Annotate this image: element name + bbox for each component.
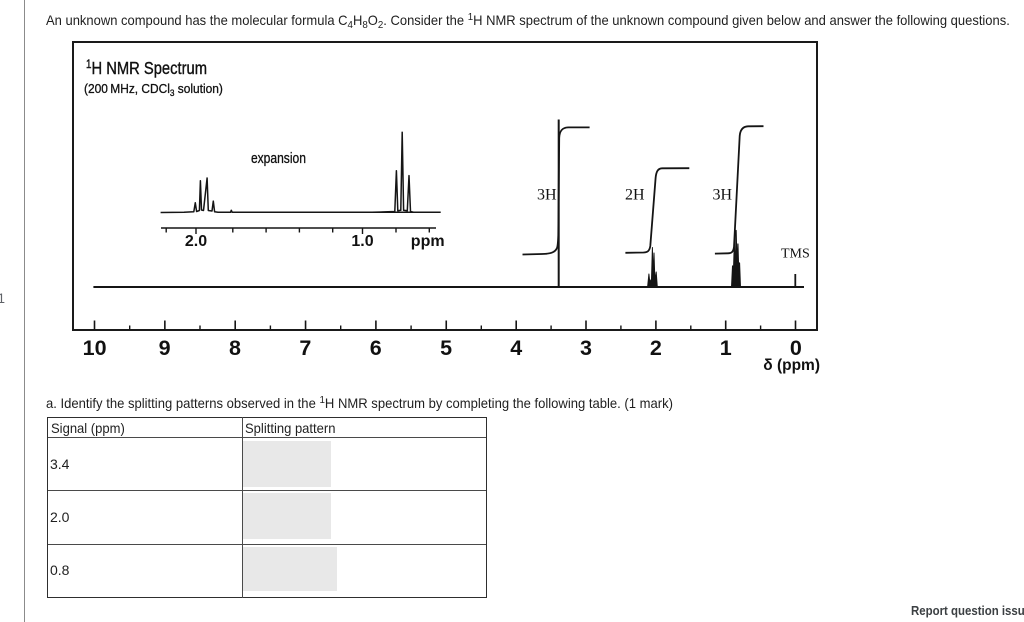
svg-text:ppm: ppm <box>411 233 445 250</box>
svg-text:(200 MHz, CDCl3 solution): (200 MHz, CDCl3 solution) <box>84 82 223 99</box>
svg-text:TMS: TMS <box>781 247 810 262</box>
svg-text:expansion: expansion <box>251 150 306 166</box>
svg-text:1H NMR Spectrum: 1H NMR Spectrum <box>86 58 207 78</box>
svg-text:3H: 3H <box>713 187 733 204</box>
svg-text:1.0: 1.0 <box>351 233 373 250</box>
svg-text:2H: 2H <box>625 187 645 204</box>
svg-text:2.0: 2.0 <box>185 233 207 250</box>
svg-text:3H: 3H <box>537 187 557 204</box>
